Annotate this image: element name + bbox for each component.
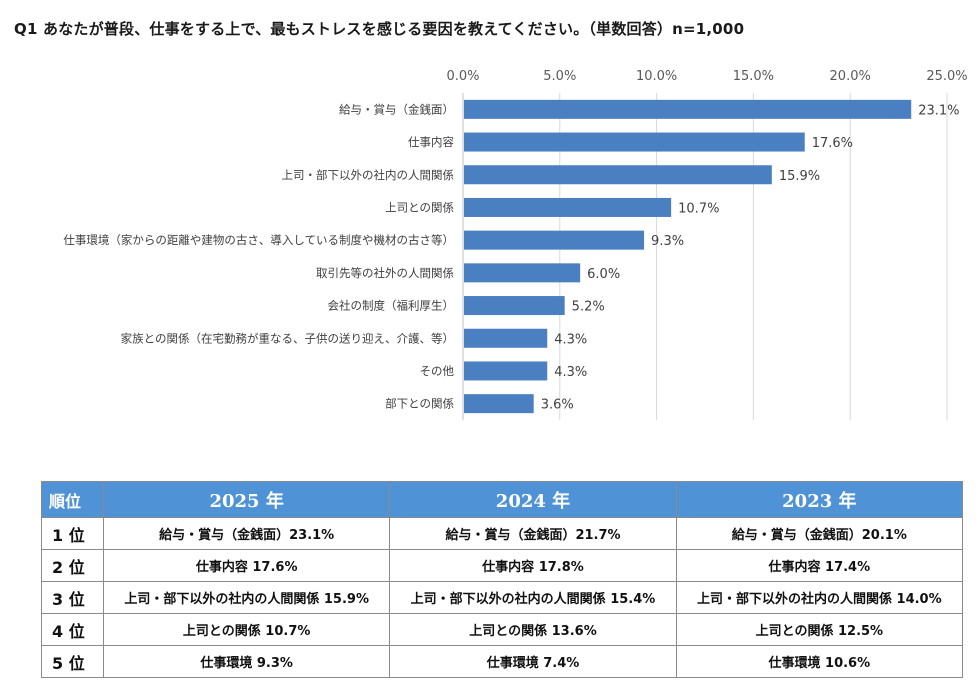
ranking-cell: 上司との関係 12.5% [675,613,964,646]
bar [464,197,672,217]
year-header-2023: 2023 年 [675,481,964,518]
category-label: 上司との関係 [385,200,454,214]
category-label: 仕事環境（家からの距離や建物の古さ、導入している制度や機材の古さ等） [63,233,454,247]
data-label: 17.6% [812,136,853,151]
data-label: 5.2% [572,300,605,315]
rank-label: 5 位 [41,645,104,678]
x-tick-label: 25.0% [926,69,967,84]
category-label: 給与・賞与（金銭面） [339,102,454,116]
x-tick-label: 0.0% [446,69,479,84]
ranking-cell: 仕事環境 7.4% [389,645,677,678]
x-tick-label: 20.0% [830,69,871,84]
year-header-2025: 2025 年 [102,481,391,518]
data-label: 3.6% [541,398,574,413]
category-label: その他 [420,364,455,378]
table-row: 5 位 仕事環境 9.3% 仕事環境 7.4% 仕事環境 10.6% [41,645,964,678]
data-label: 4.3% [554,365,587,380]
x-tick-label: 15.0% [733,69,774,84]
table-row: 3 位 上司・部下以外の社内の人間関係 15.9% 上司・部下以外の社内の人間関… [41,581,964,614]
category-label: 上司・部下以外の社内の人間関係 [282,168,455,182]
ranking-header-row: 順位 2025 年 2024 年 2023 年 [41,481,964,518]
data-label: 9.3% [651,234,684,249]
x-tick-label: 5.0% [543,69,576,84]
ranking-cell: 給与・賞与（金銭面）23.1% [102,517,391,550]
rank-header: 順位 [41,481,104,518]
year-header-2024: 2024 年 [389,481,677,518]
data-label: 15.9% [779,169,820,184]
table-row: 4 位 上司との関係 10.7% 上司との関係 13.6% 上司との関係 12.… [41,613,964,646]
rank-label: 1 位 [41,517,104,550]
ranking-cell: 仕事内容 17.8% [389,549,677,582]
x-tick-label: 10.0% [636,69,677,84]
bar-chart: 0.0% 5.0% 10.0% 15.0% 20.0% 25.0% 給与・賞与（金銭面） 23… [63,69,968,420]
category-label: 部下との関係 [385,397,454,411]
ranking-cell: 給与・賞与（金銭面）21.7% [389,517,677,550]
data-label: 6.0% [587,267,620,282]
ranking-cell: 上司との関係 13.6% [389,613,677,646]
data-label: 10.7% [678,201,719,216]
ranking-cell: 仕事環境 9.3% [102,645,391,678]
bar [464,165,772,185]
bar [464,296,565,316]
rank-label: 2 位 [41,549,104,582]
ranking-cell: 上司・部下以外の社内の人間関係 15.9% [102,581,391,614]
ranking-cell: 上司との関係 10.7% [102,613,391,646]
category-label: 仕事内容 [408,135,454,149]
table-row: 2 位 仕事内容 17.6% 仕事内容 17.8% 仕事内容 17.4% [41,549,964,582]
table-row: 1 位 給与・賞与（金銭面）23.1% 給与・賞与（金銭面）21.7% 給与・賞… [41,517,964,550]
category-label: 家族との関係（在宅勤務が重なる、子供の送り迎え、介護、等） [121,331,454,345]
ranking-table: 順位 2025 年 2024 年 2023 年 1 位 給与・賞与（金銭面）23… [41,481,964,678]
bar [464,328,548,348]
bar [464,132,805,152]
category-label: 取引先等の社外の人間関係 [316,266,454,280]
ranking-cell: 給与・賞与（金銭面）20.1% [675,517,964,550]
data-label: 4.3% [554,332,587,347]
bar [464,230,645,250]
ranking-cell: 仕事環境 10.6% [675,645,964,678]
bar [464,263,581,283]
page-title: Q1 あなたが普段、仕事をする上で、最もストレスを感じる要因を教えてください。（… [14,20,745,38]
bar [464,394,534,414]
ranking-cell: 仕事内容 17.4% [675,549,964,582]
bar [464,99,912,119]
category-label: 会社の制度（福利厚生） [328,299,455,313]
ranking-cell: 上司・部下以外の社内の人間関係 15.4% [389,581,677,614]
data-label: 23.1% [918,103,959,118]
rank-label: 3 位 [41,581,104,614]
rank-label: 4 位 [41,613,104,646]
ranking-cell: 上司・部下以外の社内の人間関係 14.0% [675,581,964,614]
bar [464,361,548,381]
ranking-cell: 仕事内容 17.6% [102,549,391,582]
